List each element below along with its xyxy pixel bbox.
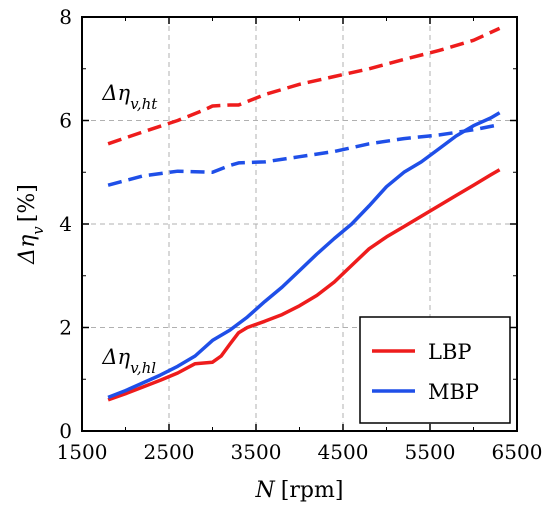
legend: LBP MBP xyxy=(359,316,511,424)
annotations: Δηv,ht Δηv,hl xyxy=(101,81,158,377)
y-tick-label: 8 xyxy=(59,5,72,29)
y-tick-label: 2 xyxy=(59,316,72,340)
series-lbp-ht-line xyxy=(107,26,501,146)
axis-labels: N [rpm] Δηv[%] xyxy=(15,184,343,503)
y-axis-label: Δηv[%] xyxy=(15,184,47,265)
annotation-label: Δηv,hl xyxy=(101,345,156,377)
y-tick-label: 0 xyxy=(59,419,72,443)
series-mbp-hl-line xyxy=(107,111,501,400)
ticks xyxy=(81,16,518,432)
annotation-label: Δηv,ht xyxy=(101,81,158,113)
x-tick-label: 4500 xyxy=(318,440,369,464)
x-tick-label: 2500 xyxy=(144,440,195,464)
x-axis-label: N [rpm] xyxy=(255,478,344,503)
x-tick-label: 1500 xyxy=(57,440,108,464)
x-tick-label: 3500 xyxy=(231,440,282,464)
legend-label-lbp: LBP xyxy=(428,340,472,364)
series-lbp-hl-line xyxy=(107,168,501,402)
x-tick-label: 6500 xyxy=(492,440,543,464)
y-tick-label: 6 xyxy=(59,109,72,133)
series-mbp-ht-line xyxy=(107,122,500,187)
series-layer xyxy=(107,26,501,402)
x-tick-label: 5500 xyxy=(405,440,456,464)
tick-labels: 1500 2500 3500 4500 5500 6500 0 2 4 6 8 xyxy=(57,5,543,464)
legend-box xyxy=(359,316,511,424)
legend-label-mbp: MBP xyxy=(428,380,479,404)
y-tick-label: 4 xyxy=(59,212,72,236)
